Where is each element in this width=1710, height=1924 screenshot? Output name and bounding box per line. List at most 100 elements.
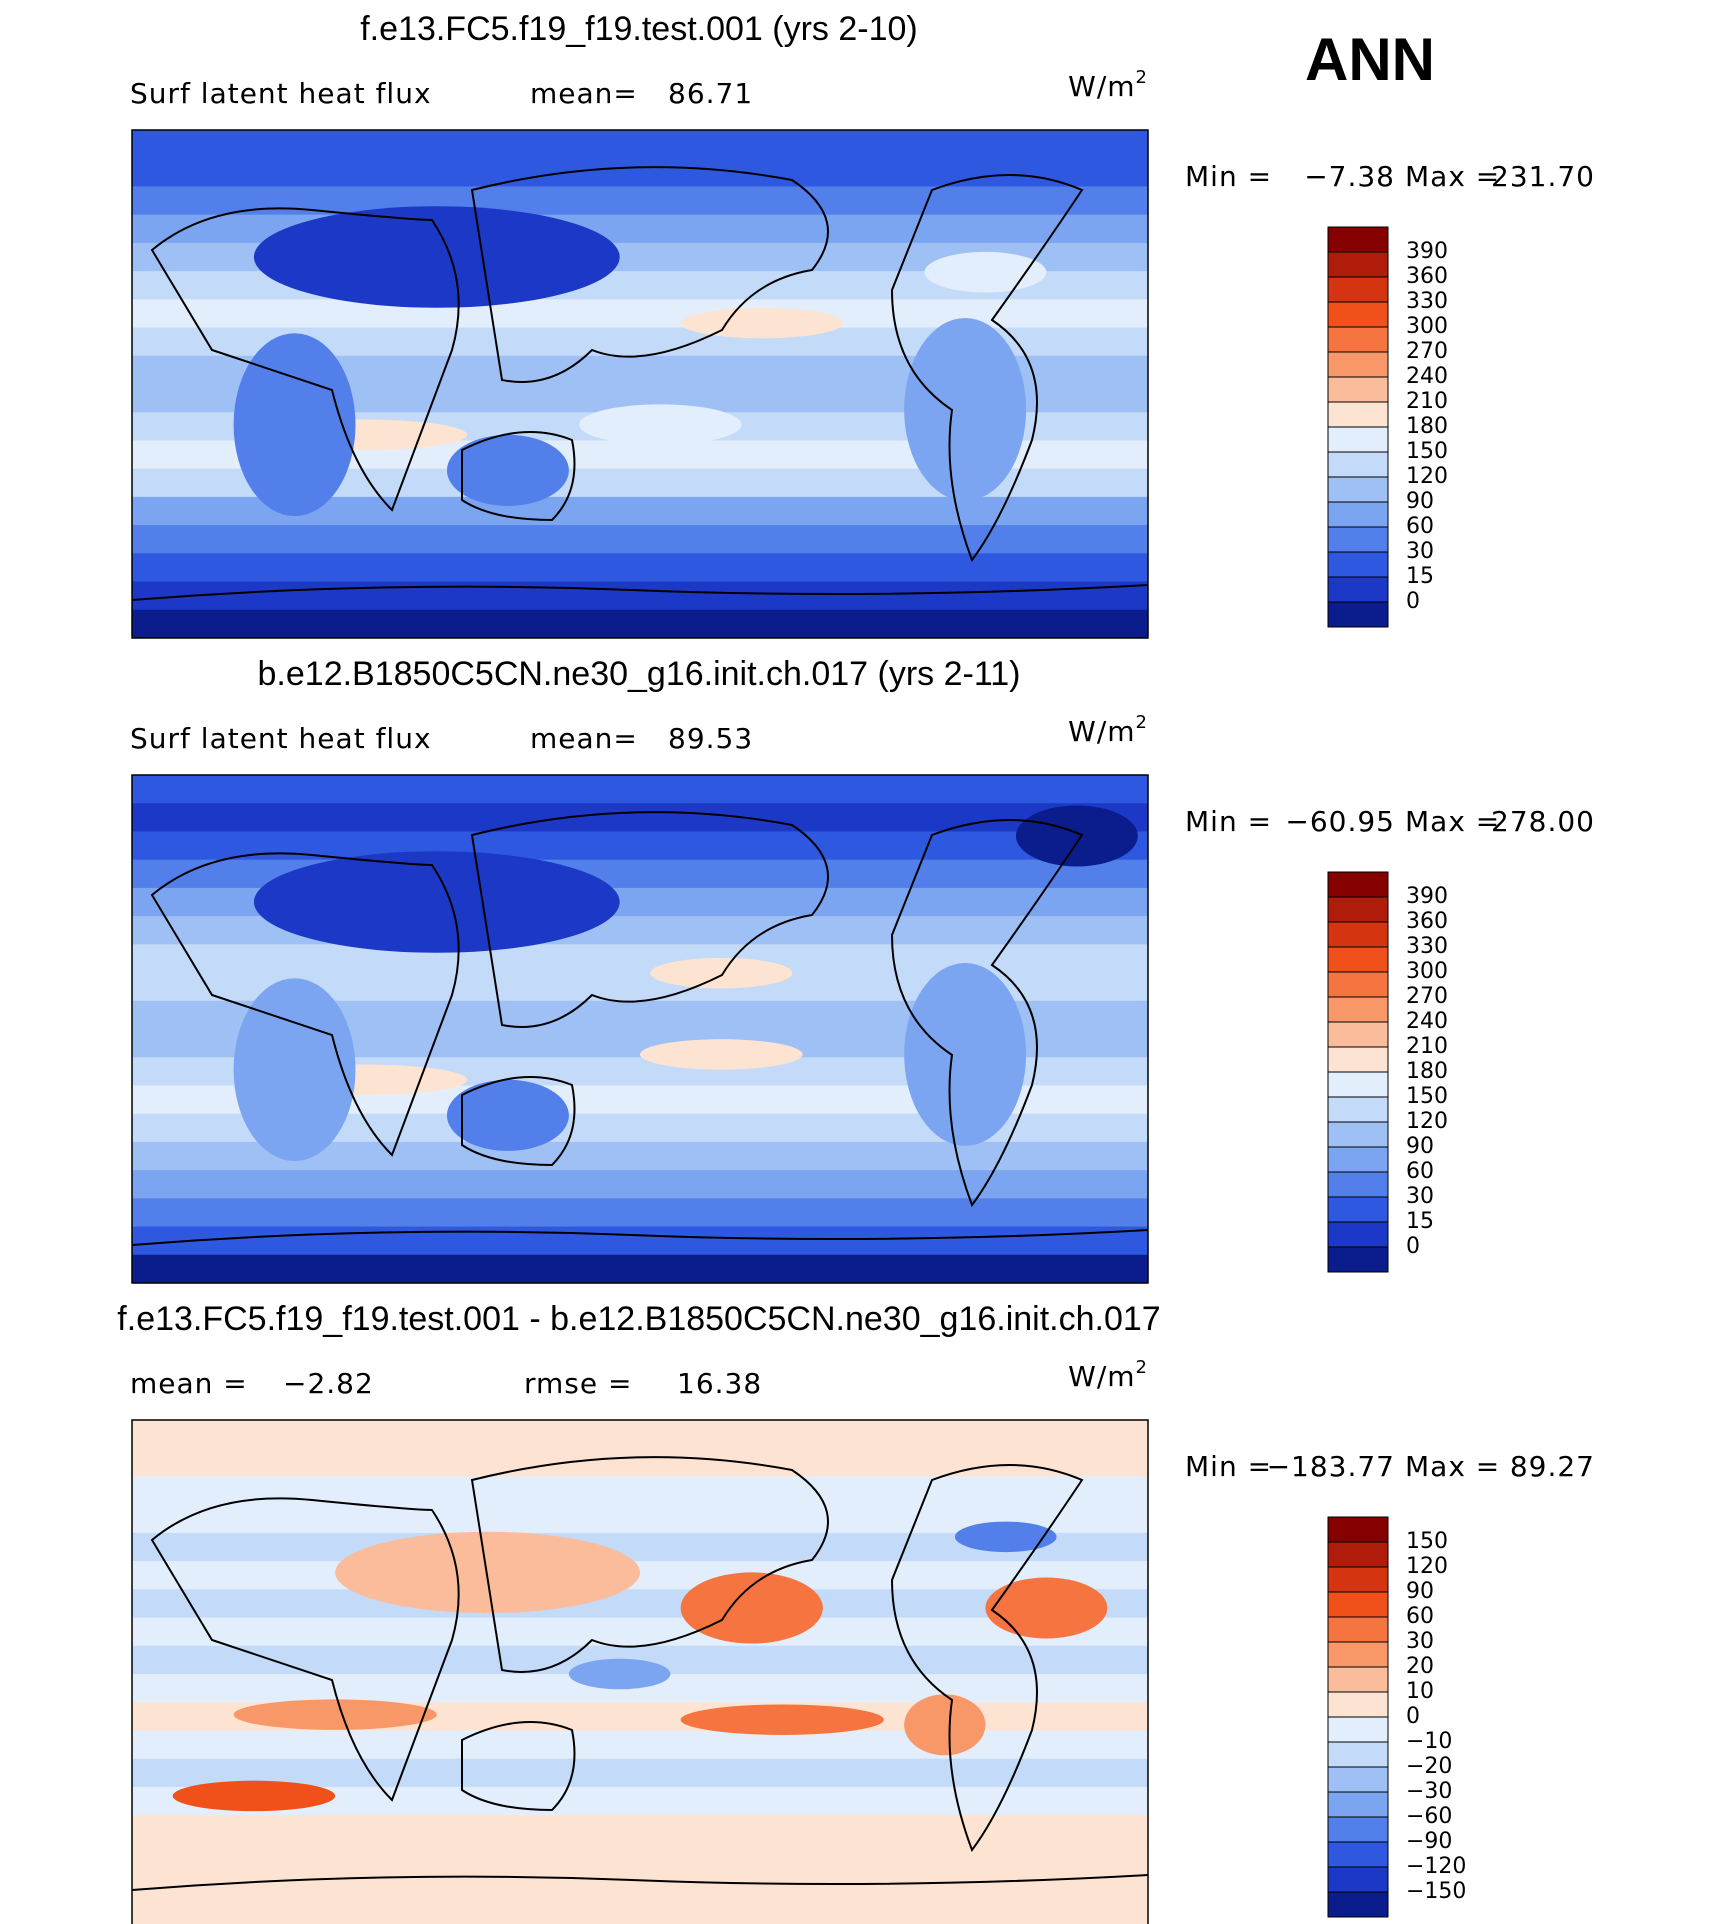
map-blob xyxy=(233,978,356,1162)
colorbar-label: 30 xyxy=(1406,1629,1434,1654)
colorbar-box xyxy=(1327,426,1389,453)
colorbar-box xyxy=(1327,896,1389,923)
colorbar-box xyxy=(1327,326,1389,353)
stat-label: mean= xyxy=(530,722,638,755)
map-band xyxy=(132,130,1148,160)
map-blob xyxy=(680,1572,823,1644)
map-blob xyxy=(904,1694,986,1756)
colorbar-label: 270 xyxy=(1406,339,1448,364)
colorbar-box xyxy=(1327,351,1389,378)
colorbar-label: 15 xyxy=(1406,564,1434,589)
map-band xyxy=(132,553,1148,583)
coastline xyxy=(132,811,1148,1246)
colorbar-label: 60 xyxy=(1406,1604,1434,1629)
map-blob xyxy=(233,1699,437,1730)
min-value: −60.95 xyxy=(1285,805,1395,838)
colorbar-label: 180 xyxy=(1406,1059,1448,1084)
stat-value: −2.82 xyxy=(283,1367,374,1400)
colorbar-label: 10 xyxy=(1406,1679,1434,1704)
colorbar-label: 390 xyxy=(1406,239,1448,264)
min-label: Min = xyxy=(1185,805,1272,838)
colorbar-label: 270 xyxy=(1406,984,1448,1009)
colorbar-box xyxy=(1327,921,1389,948)
panel: f.e13.FC5.f19_f19.test.001 - b.e12.B1850… xyxy=(117,1300,1595,1924)
colorbar-label: −20 xyxy=(1406,1754,1452,1779)
map-band xyxy=(132,609,1148,638)
colorbar-box xyxy=(1327,301,1389,328)
colorbar-label: 0 xyxy=(1406,589,1420,614)
colorbar-label: −120 xyxy=(1406,1854,1466,1879)
colorbar-label: 60 xyxy=(1406,514,1434,539)
map xyxy=(132,775,1148,1283)
colorbar-label: −30 xyxy=(1406,1779,1452,1804)
colorbar-label: 20 xyxy=(1406,1654,1434,1679)
season-label: ANN xyxy=(1305,26,1435,93)
colorbar-label: 60 xyxy=(1406,1159,1434,1184)
map-band xyxy=(132,1198,1148,1228)
map-blob xyxy=(904,962,1027,1146)
map-blob xyxy=(680,1704,884,1735)
map-blob xyxy=(253,206,620,308)
colorbar-box xyxy=(1327,601,1389,628)
stat-value: 86.71 xyxy=(668,77,753,110)
map-band xyxy=(132,1617,1148,1647)
colorbar-label: 120 xyxy=(1406,464,1448,489)
coastline xyxy=(132,1456,1148,1891)
map-blob xyxy=(446,1079,569,1151)
colorbar-box xyxy=(1327,501,1389,528)
colorbar-box xyxy=(1327,871,1389,898)
map-band xyxy=(132,1815,1148,1845)
colorbar-box xyxy=(1327,1691,1389,1718)
colorbar-label: 210 xyxy=(1406,1034,1448,1059)
units: W/m2 xyxy=(1068,67,1148,103)
max-value: 89.27 xyxy=(1510,1450,1595,1483)
stat-value: 16.38 xyxy=(677,1367,762,1400)
colorbar-label: 0 xyxy=(1406,1704,1420,1729)
colorbar-box xyxy=(1327,1616,1389,1643)
units-base: W/m xyxy=(1068,70,1135,103)
colorbar-box xyxy=(1327,1046,1389,1073)
units: W/m2 xyxy=(1068,712,1148,748)
colorbar-label: 150 xyxy=(1406,1084,1448,1109)
units-exponent: 2 xyxy=(1136,67,1148,88)
map-blob xyxy=(680,307,844,339)
map-band xyxy=(132,1758,1148,1788)
colorbar-box xyxy=(1327,1121,1389,1148)
variable-name: Surf latent heat flux xyxy=(130,77,432,110)
colorbar-box xyxy=(1327,376,1389,403)
colorbar-label: 390 xyxy=(1406,884,1448,909)
map-band xyxy=(132,1226,1148,1256)
map-blob xyxy=(924,251,1047,293)
map-frame xyxy=(131,774,1149,1284)
colorbar-box xyxy=(1327,1196,1389,1223)
units-exponent: 2 xyxy=(1136,1357,1148,1378)
map-frame xyxy=(131,129,1149,639)
map-blob xyxy=(446,434,569,506)
stat-label: mean= xyxy=(530,77,638,110)
colorbar-box xyxy=(1327,576,1389,603)
units-exponent: 2 xyxy=(1136,712,1148,733)
colorbar-box xyxy=(1327,1146,1389,1173)
map-band xyxy=(132,1899,1148,1924)
map-blob xyxy=(640,1039,803,1070)
stat-label: rmse = xyxy=(524,1367,632,1400)
map-blob xyxy=(579,404,742,445)
map-band xyxy=(132,1170,1148,1200)
map-band xyxy=(132,525,1148,555)
panel-title: f.e13.FC5.f19_f19.test.001 (yrs 2-10) xyxy=(360,10,918,48)
stat-label: mean = xyxy=(130,1367,248,1400)
map-band xyxy=(132,186,1148,216)
colorbar-box xyxy=(1327,1566,1389,1593)
map-blob xyxy=(904,317,1027,501)
colorbar-label: 240 xyxy=(1406,364,1448,389)
map-band xyxy=(132,803,1148,833)
colorbar-box xyxy=(1327,1221,1389,1248)
map-band xyxy=(132,581,1148,611)
colorbar-box xyxy=(1327,1716,1389,1743)
map-band xyxy=(132,158,1148,188)
colorbar-label: 300 xyxy=(1406,314,1448,339)
map-blob xyxy=(650,957,793,989)
max-label: Max = xyxy=(1405,160,1500,193)
